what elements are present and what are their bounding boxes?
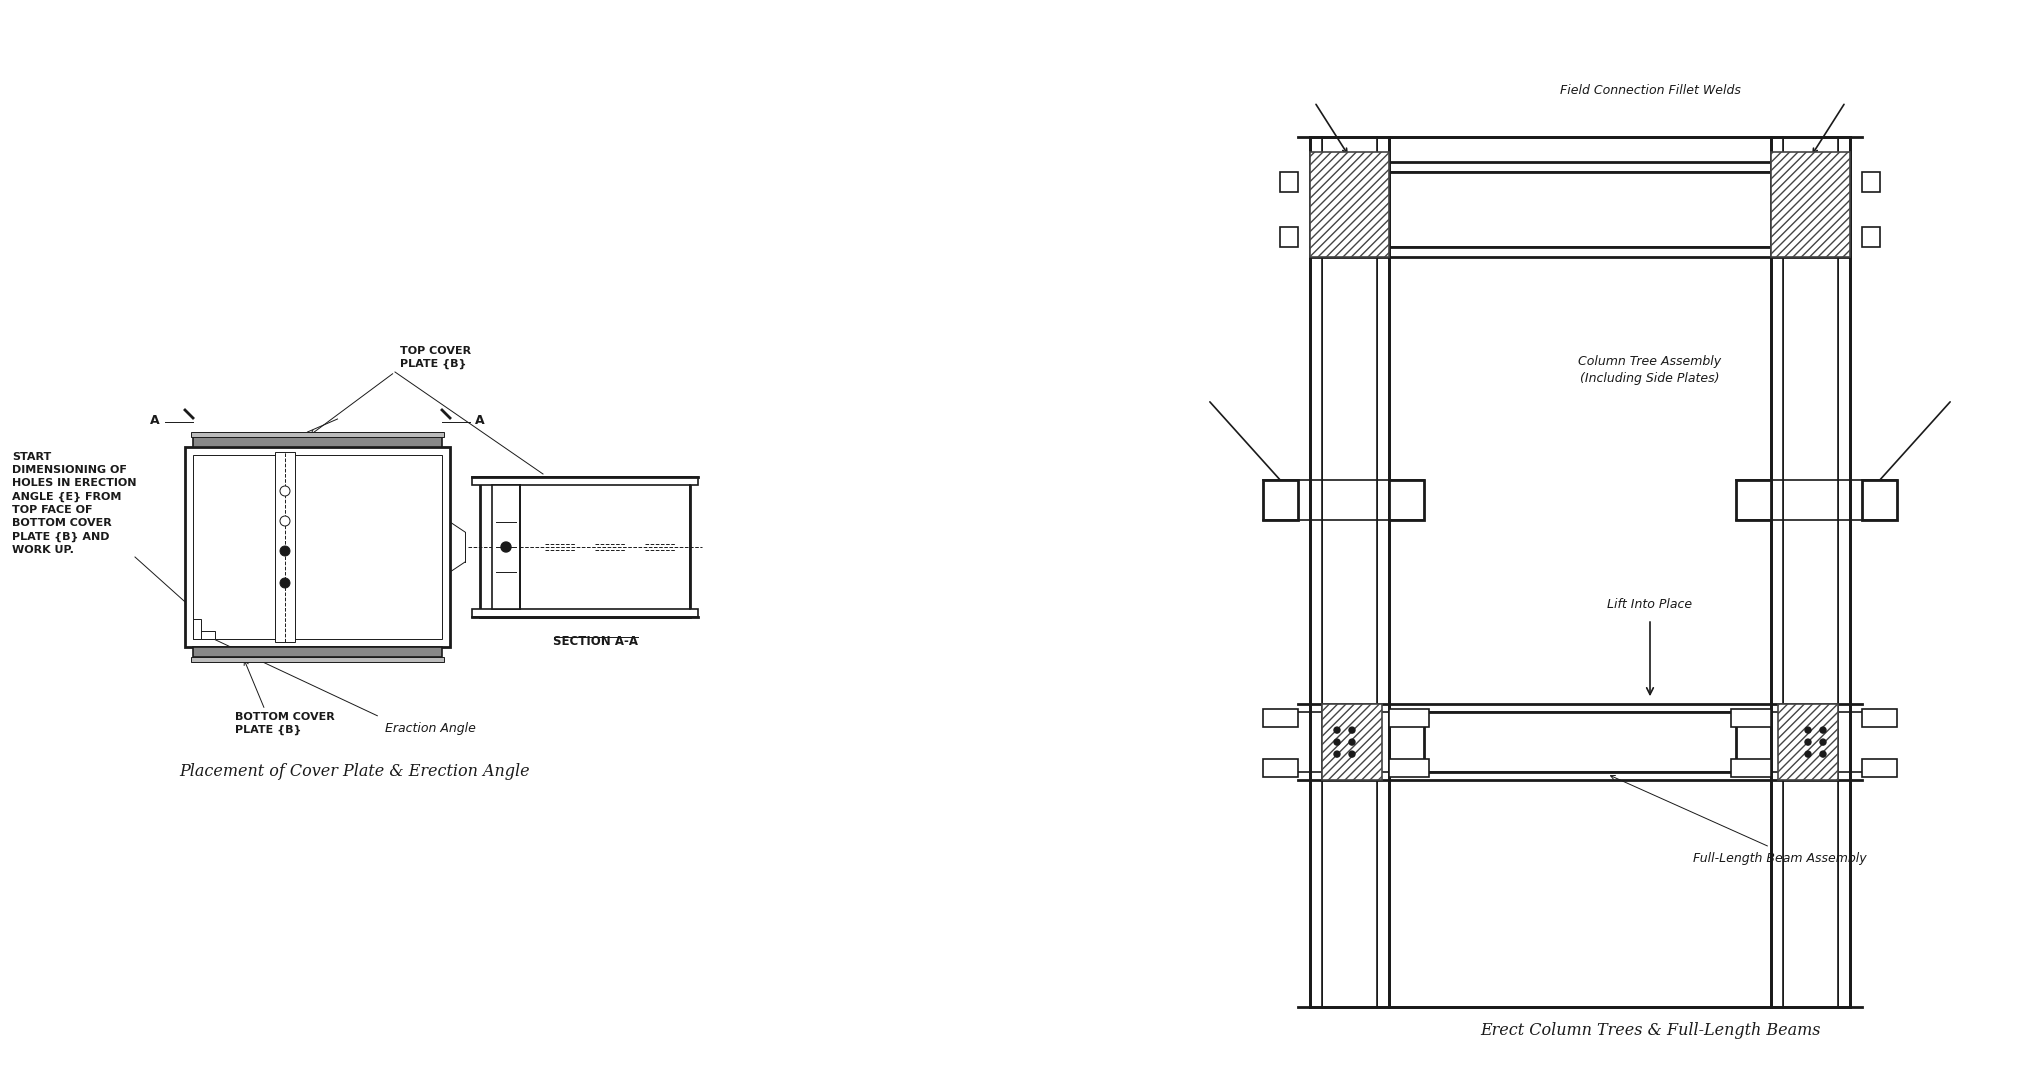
Bar <box>1280 172 1298 192</box>
Circle shape <box>1804 739 1811 745</box>
Text: Placement of Cover Plate & Erection Angle: Placement of Cover Plate & Erection Angl… <box>179 764 530 780</box>
Bar <box>1735 480 1772 520</box>
Circle shape <box>1333 727 1339 733</box>
Circle shape <box>1349 727 1355 733</box>
Circle shape <box>1804 727 1811 733</box>
Bar <box>1861 710 1898 727</box>
Text: Column Tree Assembly
(Including Side Plates): Column Tree Assembly (Including Side Pla… <box>1579 355 1721 385</box>
Circle shape <box>1821 751 1827 758</box>
Bar <box>193 619 201 639</box>
Bar <box>1264 480 1298 520</box>
Text: BOTTOM COVER
PLATE {B}: BOTTOM COVER PLATE {B} <box>236 712 335 735</box>
Circle shape <box>1821 727 1827 733</box>
Text: Eraction Angle: Eraction Angle <box>384 722 475 735</box>
Bar <box>1390 710 1428 727</box>
Circle shape <box>1349 751 1355 758</box>
Bar <box>193 455 443 639</box>
Circle shape <box>280 516 291 526</box>
Bar <box>193 647 443 657</box>
Text: Lift Into Place: Lift Into Place <box>1607 599 1693 611</box>
Bar <box>1861 759 1898 777</box>
Bar <box>1778 704 1839 780</box>
Text: SECTION A-A: SECTION A-A <box>553 635 638 648</box>
Bar <box>471 477 699 485</box>
Bar <box>191 657 445 662</box>
Bar <box>1311 152 1390 257</box>
Text: TOP COVER
PLATE {B}: TOP COVER PLATE {B} <box>400 347 471 369</box>
Text: START
DIMENSIONING OF
HOLES IN ERECTION
ANGLE {E} FROM
TOP FACE OF
BOTTOM COVER
: START DIMENSIONING OF HOLES IN ERECTION … <box>12 452 136 555</box>
Bar <box>1861 172 1880 192</box>
Bar <box>1264 710 1298 727</box>
Circle shape <box>1821 739 1827 745</box>
Text: Erect Column Trees & Full-Length Beams: Erect Column Trees & Full-Length Beams <box>1479 1022 1821 1039</box>
Bar <box>193 437 443 447</box>
Bar <box>1280 227 1298 246</box>
Bar <box>1731 759 1772 777</box>
Text: A: A <box>475 414 484 427</box>
Bar <box>191 432 445 437</box>
Text: Full-Length Beam Assembly: Full-Length Beam Assembly <box>1693 853 1867 865</box>
Bar <box>1390 172 1772 246</box>
Bar <box>1772 152 1849 257</box>
Bar <box>1264 759 1298 777</box>
Bar <box>193 631 215 639</box>
Bar <box>1424 712 1735 773</box>
Bar <box>1390 480 1424 520</box>
Bar <box>471 609 699 617</box>
Circle shape <box>1349 739 1355 745</box>
Circle shape <box>280 546 291 556</box>
Text: A: A <box>150 414 161 427</box>
Bar <box>185 447 449 647</box>
Bar <box>480 477 691 617</box>
Bar <box>1772 137 1849 1007</box>
Circle shape <box>1333 739 1339 745</box>
Text: Field Connection Fillet Welds: Field Connection Fillet Welds <box>1561 84 1741 97</box>
Circle shape <box>280 485 291 496</box>
Bar <box>1861 480 1898 520</box>
Bar <box>1731 710 1772 727</box>
Bar <box>1390 759 1428 777</box>
Bar <box>1861 227 1880 246</box>
Text: 6": 6" <box>193 647 205 657</box>
Circle shape <box>502 542 510 552</box>
Bar <box>1311 137 1390 1007</box>
Circle shape <box>280 578 291 588</box>
Circle shape <box>1333 751 1339 758</box>
Bar <box>1323 704 1382 780</box>
Bar <box>492 485 520 609</box>
Circle shape <box>1804 751 1811 758</box>
Bar <box>274 452 295 642</box>
